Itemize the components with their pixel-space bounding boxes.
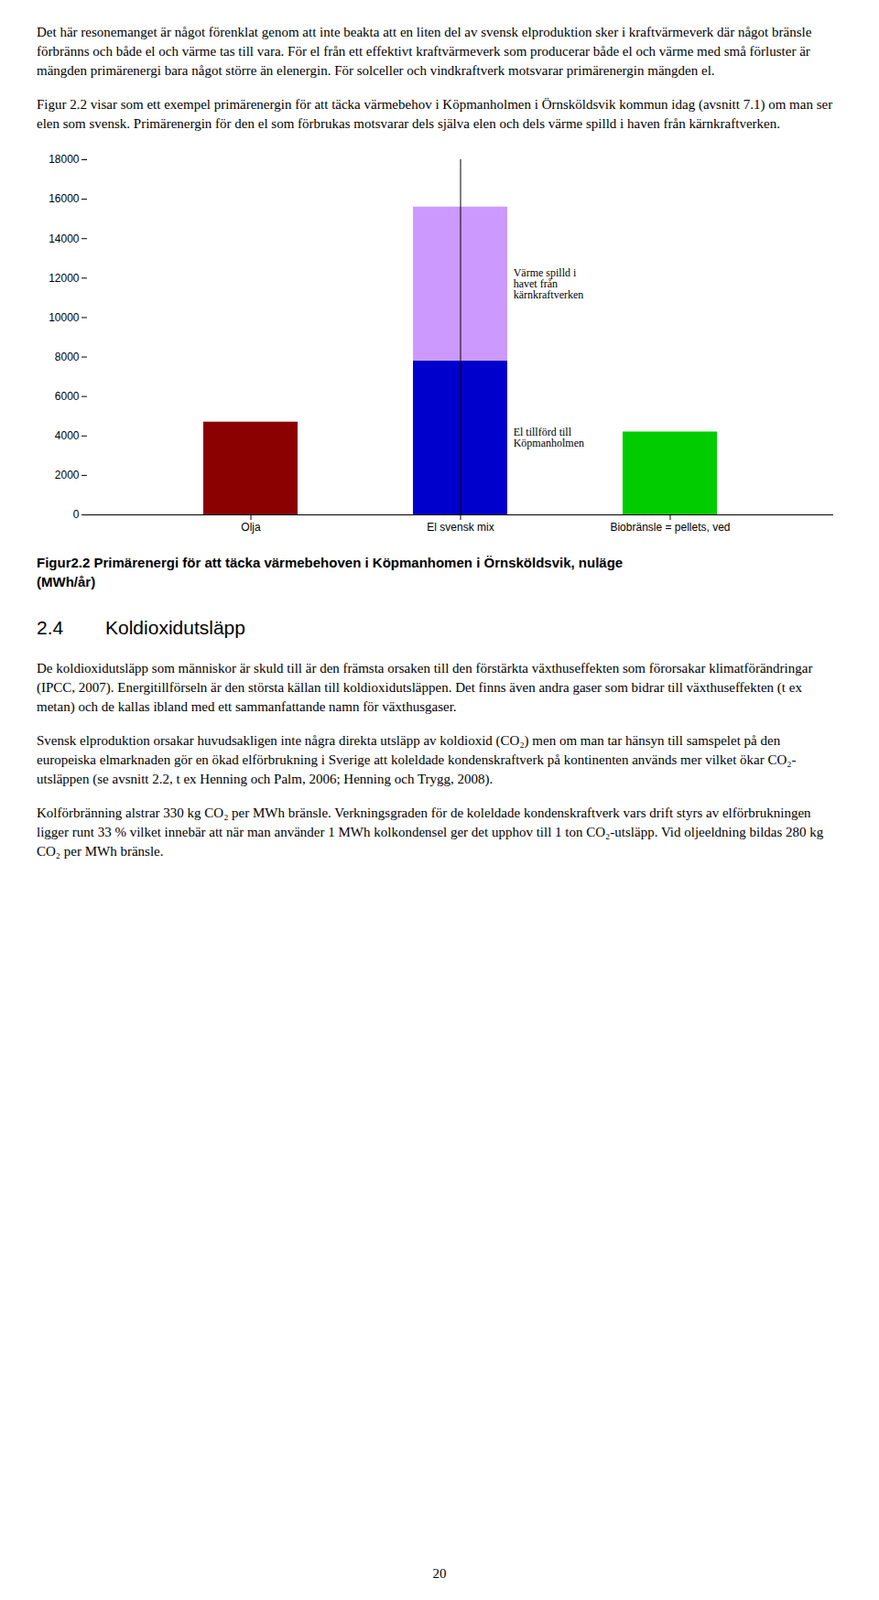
svg-text:12000: 12000 <box>48 271 80 285</box>
svg-text:Värme spilld ihavet frånkärnkr: Värme spilld ihavet frånkärnkraftverken <box>513 266 585 302</box>
html-text:Figur 2.2 visar som ett exempe: Figur 2.2 visar som ett exempel primären… <box>36 97 833 131</box>
html-text:(MWh/år): (MWh/år) <box>36 574 96 590</box>
svg-text:6000: 6000 <box>54 390 80 403</box>
svg-text:0: 0 <box>73 508 80 521</box>
svg-text:8000: 8000 <box>54 350 80 364</box>
svg-text:10000: 10000 <box>48 311 80 325</box>
svg-text:18000: 18000 <box>48 152 80 166</box>
svg-text:Olja: Olja <box>240 520 261 534</box>
html-text:De koldioxidutsläpp som männis: De koldioxidutsläpp som människor är sku… <box>36 661 813 715</box>
html-text:Det här resonemanget är något: Det här resonemanget är något förenklat … <box>36 24 812 78</box>
svg-text:4000: 4000 <box>54 429 80 443</box>
html-text:Figur2.2 Primärenergi för att: Figur2.2 Primärenergi för att täcka värm… <box>36 554 623 571</box>
svg-text:El svensk mix: El svensk mix <box>426 520 494 534</box>
svg-text:2000: 2000 <box>54 468 80 482</box>
html-text:Kolförbränning alstrar 330 kg: Kolförbränning alstrar 330 kg CO₂ per MW… <box>36 805 824 859</box>
html-text:2.4: 2.4 <box>36 617 64 639</box>
svg-text:14000: 14000 <box>48 232 80 246</box>
svg-text:16000: 16000 <box>48 192 80 206</box>
svg-text:El tillförd tillKöpmanholmen: El tillförd tillKöpmanholmen <box>513 425 585 450</box>
html-text:Svensk elproduktion orsakar hu: Svensk elproduktion orsakar huvudsaklige… <box>36 733 797 787</box>
html-text:20: 20 <box>432 1566 447 1582</box>
html-text:Koldioxidutsläpp: Koldioxidutsläpp <box>105 617 246 639</box>
svg-text:Biobränsle = pellets, ved: Biobränsle = pellets, ved <box>609 520 730 534</box>
